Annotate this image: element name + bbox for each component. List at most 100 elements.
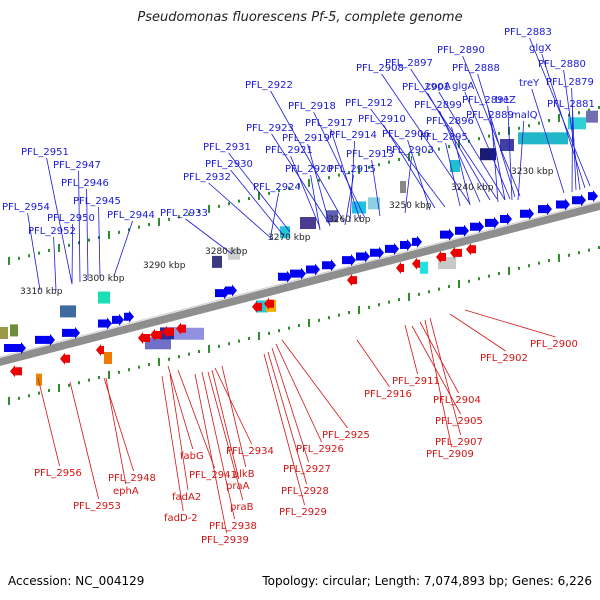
feature-box [586,110,598,123]
upper-tick [568,113,570,117]
genome-backbone [0,200,600,366]
upper-tick [448,145,450,149]
reverse-leader-line [207,371,244,501]
lower-tick [78,381,80,385]
reverse-gene-label: ephA [113,486,139,497]
forward-gene-labels: PFL_2883 glgX PFL_2880 PFL_2879 PFL_2881 treY… [2,27,595,237]
upper-tick [238,199,240,203]
forward-leader-line [313,111,366,219]
kbp-label: 3230 kbp [511,167,554,177]
forward-gene-label: glgA [452,81,474,92]
feature-box [212,255,222,268]
forward-gene-label: copA [426,81,451,92]
lower-tick [128,368,130,372]
lower-tick [88,378,90,382]
lower-tick [218,344,220,348]
forward-gene-arrow [62,326,80,339]
feature-box [280,226,290,239]
upper-tick [498,132,500,136]
forward-gene-label: PFL_2889 [466,110,514,121]
lower-tick [178,355,180,359]
reverse-gene-arrow [396,261,404,274]
lower-tick [418,292,420,296]
lower-tick [328,316,330,320]
upper-tick [58,243,60,252]
backbone-band [0,202,600,366]
upper-tick [108,230,110,239]
feature-box [420,261,428,274]
reverse-leader-line [169,373,189,491]
forward-leader-line [86,188,89,281]
forward-leader-line [541,53,586,189]
reverse-leader-line [105,377,127,485]
lower-tick [518,266,520,270]
lower-tick [8,396,10,405]
lower-tick [208,344,210,353]
forward-gene-label: PFL_2888 [452,63,500,74]
upper-tick [398,158,400,162]
reverse-gene-label: praA [226,481,250,492]
forward-gene-label: PFL_2950 [47,213,95,224]
lower-tick [428,290,430,294]
accession-text: Accession: NC_004129 [8,574,145,588]
forward-leader-line [71,223,73,285]
reverse-leader-line [194,373,227,534]
reverse-leader-line [161,375,184,512]
lower-tick [478,277,480,281]
lower-tick [228,342,230,346]
forward-leader-line [27,212,41,291]
feature-box [450,160,460,172]
lower-tick [238,339,240,343]
reverse-gene-label: praB [230,502,254,513]
upper-tick [248,197,250,201]
forward-gene-label: PFL_2918 [288,101,336,112]
upper-tick [478,137,480,141]
reverse-gene-label: PFL_2938 [209,521,257,532]
upper-tick [438,147,440,151]
upper-tick [258,191,260,200]
forward-gene-label: PFL_2891 [462,95,510,106]
reverse-gene-label: PFL_2939 [201,535,249,546]
reverse-leader-line [429,317,461,436]
forward-gene-label: PFL_2899 [414,100,462,111]
forward-leader-line [113,220,133,277]
forward-leader-line [571,109,573,193]
forward-gene-arrow [556,198,570,211]
lower-tick [338,313,340,317]
page-title: Pseudomonas fluorescens Pf-5, complete g… [137,10,463,25]
lower-tick [438,287,440,291]
lower-tick [508,266,510,275]
forward-gene-label: PFL_2879 [546,77,594,88]
reverse-gene-label: alkB [233,469,255,480]
reverse-leader-line [271,347,309,463]
upper-tick [118,230,120,234]
lower-tick [198,350,200,354]
forward-gene-label: PFL_2912 [345,98,393,109]
reverse-leader-line [281,339,348,429]
upper-tick [208,204,210,213]
upper-tick [378,163,380,167]
forward-gene-label: PFL_2920 [285,164,333,175]
lower-tick [468,279,470,283]
forward-gene-arrow [500,213,512,225]
kbp-label: 3270 kbp [268,233,311,243]
forward-gene-arrow [112,313,124,326]
upper-tick [38,251,40,255]
forward-leader-line [383,124,436,209]
feature-box [145,337,171,350]
reverse-gene-arrow [96,343,104,356]
reverse-gene-arrow [466,243,476,256]
forward-leader-line [445,142,461,207]
genome-summary-text: Topology: circular; Length: 7,074,893 bp… [262,574,592,588]
lower-tick [458,279,460,288]
lower-tick [58,383,60,392]
lower-tick [108,370,110,379]
reverse-gene-arrow [450,246,462,259]
forward-leader-line [427,92,491,201]
upper-tick [18,256,20,260]
forward-gene-arrow [412,235,422,248]
forward-leader-line [404,155,412,214]
reverse-gene-arrow [10,365,22,378]
reverse-gene-label: PFL_2905 [435,416,483,427]
